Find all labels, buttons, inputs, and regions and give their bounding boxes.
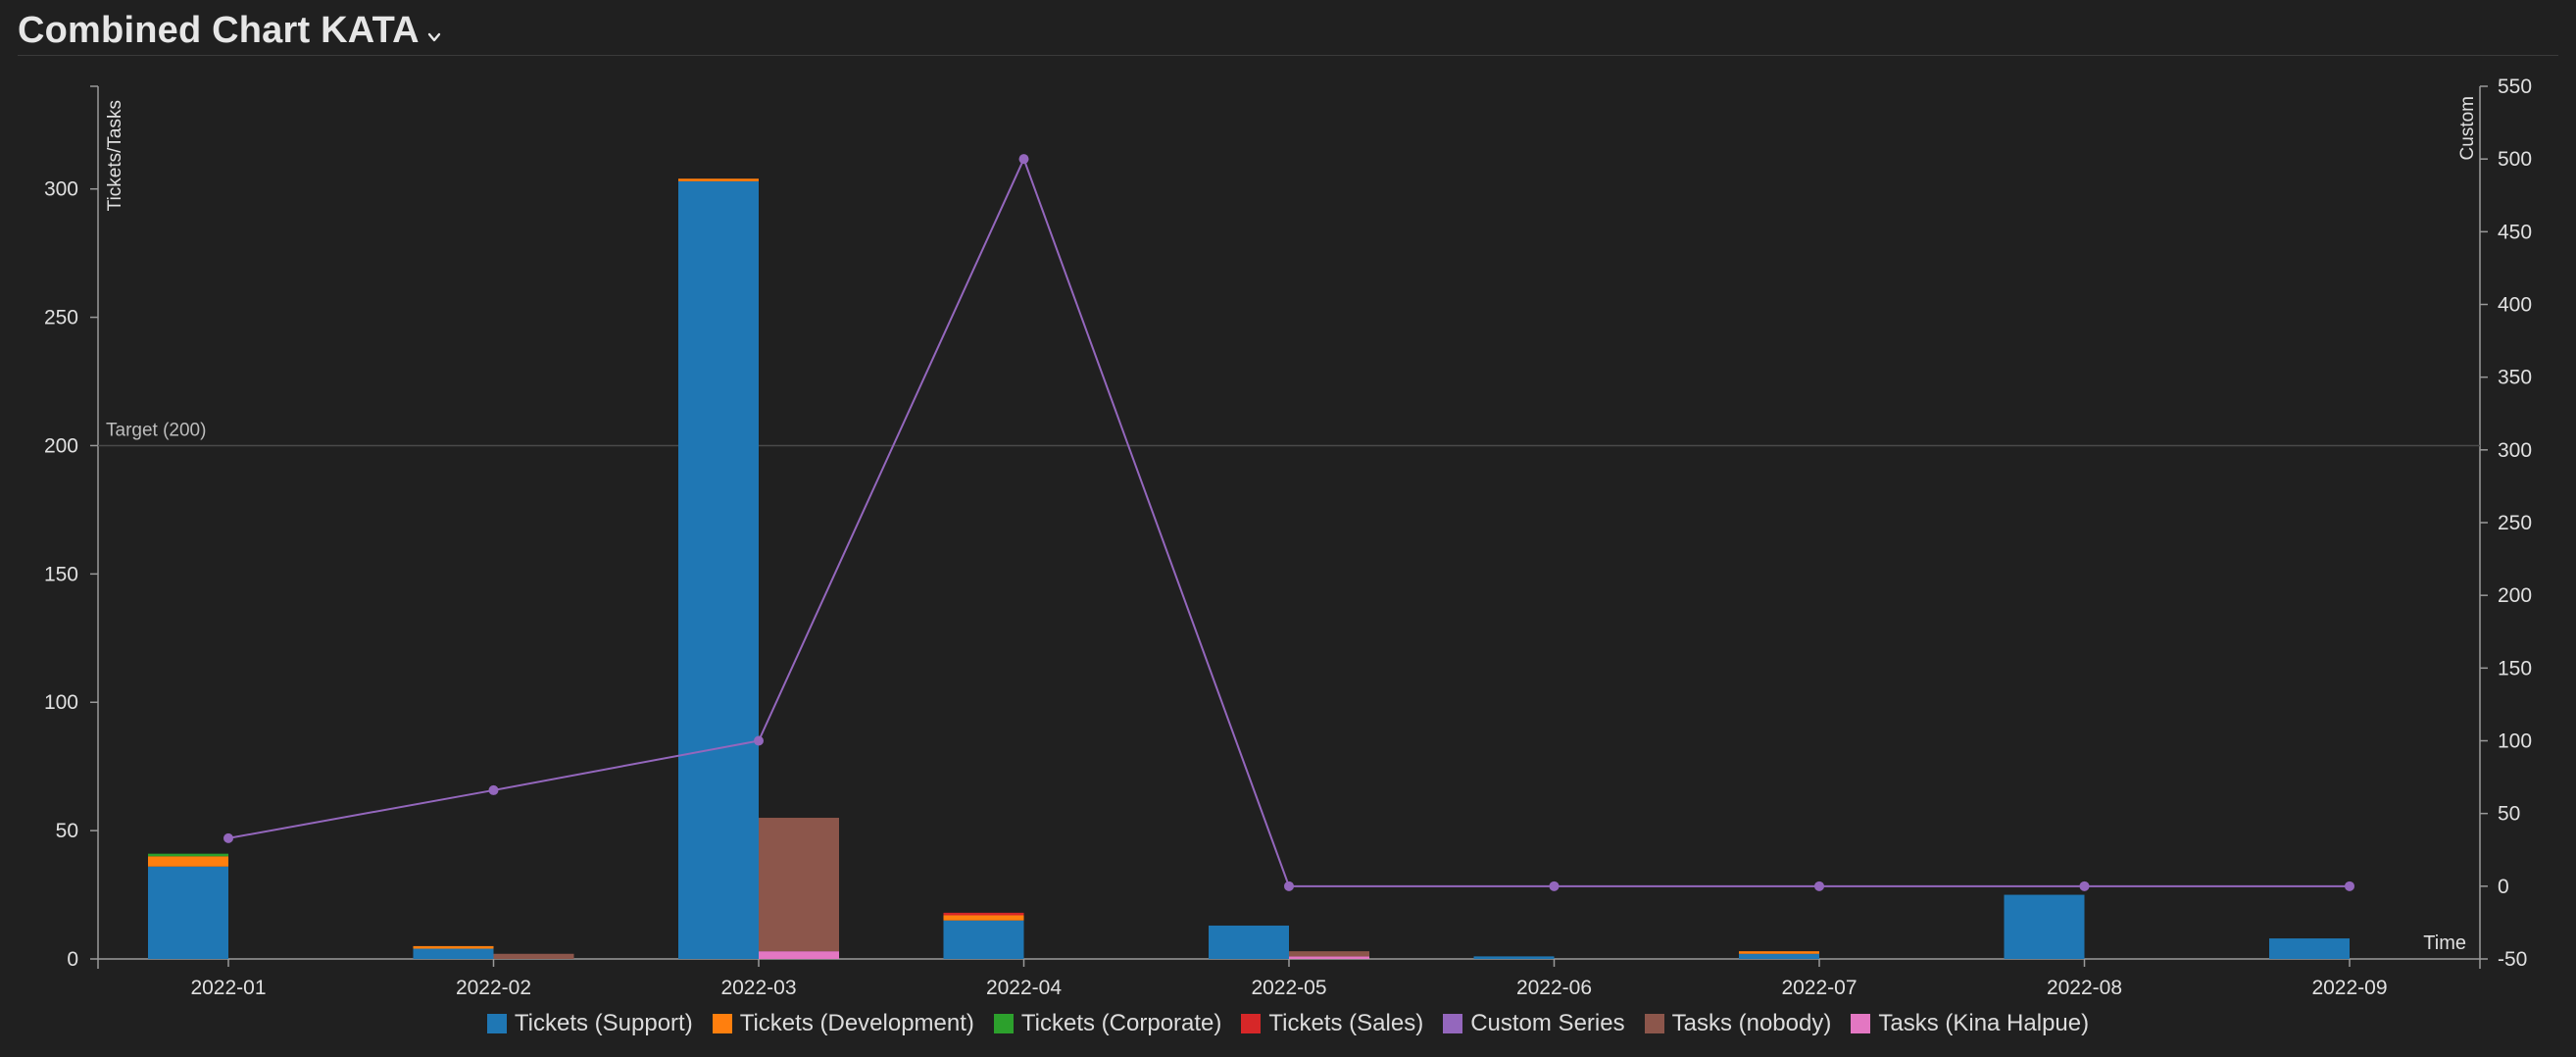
- legend-swatch: [712, 1014, 732, 1033]
- y2-tick-label: 50: [2498, 803, 2520, 826]
- y2-axis-label: Custom: [2457, 96, 2478, 160]
- legend-label: Tickets (Support): [514, 1010, 693, 1036]
- legend-item[interactable]: Tasks (nobody): [1644, 1010, 1832, 1037]
- target-label: Target (200): [106, 420, 206, 440]
- page-title: Combined Chart KATA: [18, 10, 420, 51]
- bar-tickets-support: [2004, 894, 2085, 959]
- custom-series-point: [488, 784, 499, 795]
- chart-legend: Tickets (Support) Tickets (Development) Ti…: [0, 1010, 2576, 1037]
- legend-swatch: [993, 1014, 1014, 1033]
- legend-item[interactable]: Tickets (Development): [712, 1010, 974, 1037]
- bar-tickets-support: [1209, 925, 1289, 959]
- bar-tasks-nobody: [759, 818, 839, 952]
- y-tick-label: 50: [56, 820, 78, 842]
- bar-tickets-support: [148, 866, 228, 959]
- legend-label: Tasks (Kina Halpue): [1878, 1010, 2090, 1036]
- y-tick-label: 100: [44, 691, 78, 714]
- bar-tickets-development: [1739, 951, 1819, 954]
- bar-tasks-kina-halpue: [759, 951, 839, 959]
- bar-tickets-support: [413, 948, 494, 959]
- y2-tick-label: 250: [2498, 512, 2532, 534]
- x-tick-label: 2022-04: [986, 977, 1062, 999]
- legend-swatch: [486, 1014, 507, 1033]
- custom-series-point: [754, 735, 764, 746]
- x-tick-label: 2022-02: [456, 977, 531, 999]
- header[interactable]: Combined Chart KATA: [18, 10, 441, 52]
- y2-tick-label: 550: [2498, 76, 2532, 98]
- custom-series-line: [227, 156, 2350, 887]
- legend-swatch: [1241, 1014, 1262, 1033]
- bar-tasks-nobody: [1289, 951, 1369, 957]
- legend-label: Tasks (nobody): [1671, 1010, 1832, 1036]
- x-tick-label: 2022-01: [190, 977, 266, 999]
- custom-series-point: [1814, 881, 1824, 891]
- y-tick-label: 200: [44, 434, 78, 457]
- bar-tickets-support: [678, 180, 759, 960]
- custom-series-point: [1549, 881, 1560, 891]
- y2-tick-label: 200: [2498, 584, 2532, 607]
- legend-swatch: [1443, 1014, 1463, 1033]
- x-tick-label: 2022-09: [2311, 977, 2387, 999]
- custom-series-point: [2079, 881, 2090, 891]
- legend-label: Tickets (Development): [739, 1010, 974, 1036]
- custom-series-point: [1018, 154, 1029, 165]
- y2-tick-label: 400: [2498, 294, 2532, 317]
- y-axis-label: Tickets/Tasks: [105, 100, 125, 211]
- y2-tick-label: 0: [2498, 876, 2509, 898]
- bar-tickets-support: [1739, 953, 1819, 959]
- custom-series-point: [2345, 881, 2354, 891]
- header-divider: [18, 55, 2558, 56]
- bar-tickets-sales: [943, 912, 1024, 916]
- legend-label: Custom Series: [1470, 1010, 1625, 1036]
- legend-item[interactable]: Tasks (Kina Halpue): [1851, 1010, 2089, 1037]
- y-tick-label: 250: [44, 307, 78, 329]
- legend-item[interactable]: Tickets (Support): [486, 1010, 693, 1037]
- x-tick-label: 2022-07: [1781, 977, 1857, 999]
- y2-tick-label: 300: [2498, 439, 2532, 462]
- bar-tickets-development: [413, 945, 494, 949]
- legend-swatch: [1644, 1014, 1664, 1033]
- legend-item[interactable]: Tickets (Corporate): [993, 1010, 1222, 1037]
- y2-tick-label: 500: [2498, 148, 2532, 171]
- bar-tickets-development: [148, 856, 228, 867]
- custom-series-point: [1284, 881, 1294, 891]
- bar-tickets-support: [2269, 938, 2350, 959]
- y2-tick-label: 450: [2498, 221, 2532, 243]
- chevron-down-icon[interactable]: [427, 30, 441, 44]
- custom-series-point: [223, 832, 233, 843]
- y2-tick-label: 100: [2498, 730, 2532, 753]
- legend-label: Tickets (Corporate): [1020, 1010, 1222, 1036]
- x-tick-label: 2022-06: [1516, 977, 1592, 999]
- bar-tickets-corporate: [148, 853, 228, 857]
- y-tick-label: 300: [44, 178, 78, 201]
- x-tick-label: 2022-05: [1251, 977, 1326, 999]
- bar-tasks-kina-halpue: [1289, 956, 1369, 959]
- bar-tickets-development: [678, 178, 759, 181]
- bar-tasks-nobody: [493, 953, 574, 959]
- x-axis-label: Time: [2423, 932, 2466, 954]
- x-tick-label: 2022-03: [720, 977, 796, 999]
- bar-tickets-development: [943, 915, 1024, 921]
- y2-tick-label: 150: [2498, 657, 2532, 680]
- y-tick-label: 0: [67, 948, 78, 971]
- legend-item[interactable]: Custom Series: [1443, 1010, 1625, 1037]
- legend-item[interactable]: Tickets (Sales): [1241, 1010, 1423, 1037]
- x-tick-label: 2022-08: [2047, 977, 2122, 999]
- bar-tickets-support: [943, 920, 1024, 959]
- legend-swatch: [1851, 1014, 1871, 1033]
- y-tick-label: 150: [44, 563, 78, 585]
- bar-tickets-support: [1473, 956, 1555, 959]
- legend-label: Tickets (Sales): [1268, 1010, 1424, 1036]
- y2-tick-label: 350: [2498, 367, 2532, 389]
- y2-tick-label: -50: [2498, 948, 2527, 971]
